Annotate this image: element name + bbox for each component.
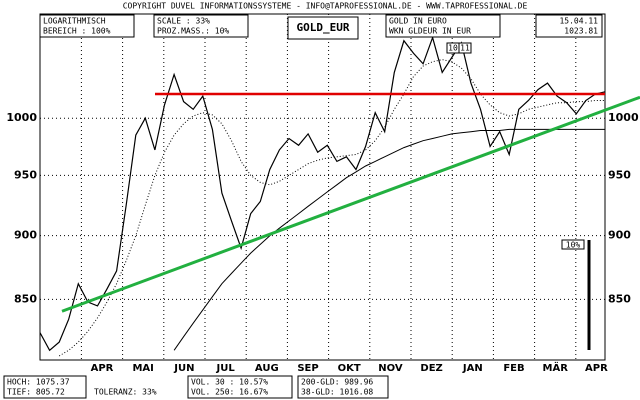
footer-box	[3, 375, 87, 399]
y-tick-label: 950	[14, 168, 37, 181]
scale: SCALE : 33%	[157, 17, 210, 26]
annotation: 10	[448, 44, 458, 53]
series-line	[39, 35, 606, 352]
scale-mode: LOGARITHMISCH	[43, 17, 106, 26]
footer-box	[297, 375, 389, 399]
gd200: 200-GLD: 989.96	[301, 378, 373, 387]
x-tick-label: JAN	[462, 363, 483, 374]
high: HOCH: 1075.37	[7, 378, 70, 387]
x-tick-label: NOV	[378, 363, 403, 374]
x-tick-label: AUG	[255, 363, 279, 374]
annotation-box	[458, 42, 472, 54]
vol30: VOL. 30 : 10.57%	[191, 378, 268, 387]
copyright: COPYRIGHT DUVEL INFORMATIONSSYSTEME - IN…	[123, 2, 528, 11]
y-tick-label: 850	[14, 292, 37, 305]
x-tick-label: APR	[585, 363, 608, 374]
info-box	[385, 14, 501, 38]
x-tick-label: DEZ	[420, 363, 442, 374]
plot-frame	[39, 13, 606, 361]
symbol-box	[287, 16, 359, 40]
info-box	[535, 14, 603, 38]
y-tick-label: 1000	[6, 111, 37, 124]
footer-box	[187, 375, 293, 399]
wkn: WKN GLDEUR IN EUR	[389, 27, 471, 36]
name: GOLD IN EURO	[389, 17, 447, 26]
symbol: GOLD_EUR	[297, 21, 350, 34]
x-tick-label: OKT	[338, 363, 361, 374]
series-line	[173, 128, 605, 351]
scale-bar-box	[561, 239, 585, 250]
info-box	[39, 14, 135, 38]
y-tick-label: 950	[608, 168, 631, 181]
range: BEREICH : 100%	[43, 27, 111, 36]
info-box	[153, 14, 249, 38]
vol250: VOL. 250: 16.67%	[191, 388, 268, 397]
percent-measure: PROZ.MASS.: 10%	[157, 27, 229, 36]
low: TIEF: 805.72	[7, 388, 65, 397]
x-tick-label: JUL	[215, 363, 235, 374]
x-tick-label: SEP	[297, 363, 318, 374]
annotation: 11	[460, 44, 470, 53]
x-tick-label: MAI	[132, 363, 153, 374]
tolerance: TOLERANZ: 33%	[94, 388, 157, 397]
y-tick-label: 900	[14, 229, 37, 242]
y-tick-label: 850	[608, 292, 631, 305]
x-tick-label: JUN	[173, 363, 194, 374]
y-tick-label: 900	[608, 229, 631, 242]
date: 15.04.11	[559, 17, 598, 26]
trend-line	[61, 95, 640, 313]
y-tick-label: 1000	[608, 111, 639, 124]
scale-bar-label: 10%	[566, 241, 581, 250]
gd38: 38-GLD: 1016.08	[301, 388, 373, 397]
last: 1023.81	[564, 27, 598, 36]
x-tick-label: FEB	[503, 363, 524, 374]
x-tick-label: MÄR	[543, 360, 569, 374]
x-tick-label: APR	[91, 363, 114, 374]
plot	[39, 14, 606, 360]
